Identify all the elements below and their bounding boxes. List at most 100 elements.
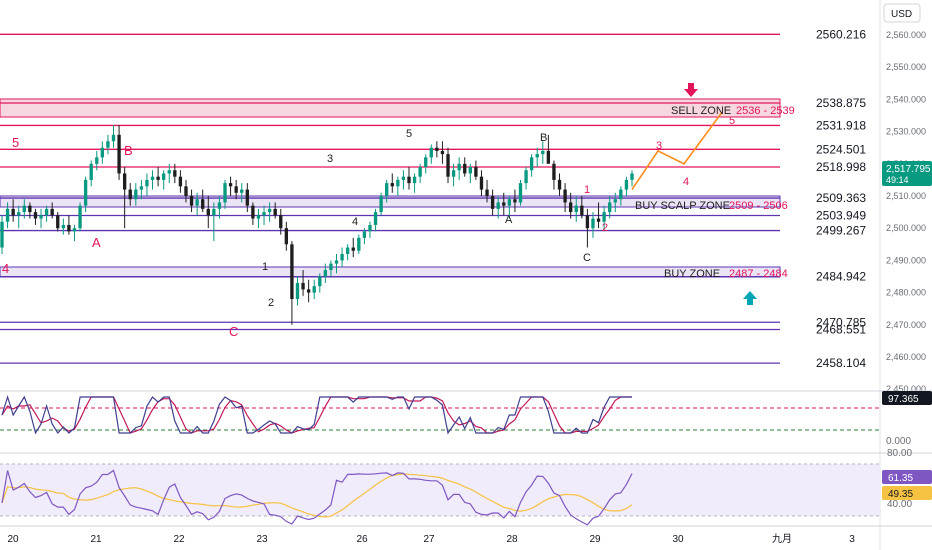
candle-body: [362, 231, 367, 238]
candle-body: [424, 157, 428, 168]
candle-body: [22, 205, 26, 213]
current-price-tag: [882, 161, 932, 186]
candle-body: [546, 150, 551, 164]
candle-body: [195, 199, 199, 206]
candle-body: [145, 179, 149, 187]
candle-body: [128, 189, 132, 200]
candle-body: [535, 154, 539, 158]
rsi-lower: 40.00: [887, 499, 912, 510]
candle-body: [156, 176, 160, 180]
candle-body: [78, 205, 82, 229]
level-value-red-4: 2518.998: [816, 160, 866, 174]
candlestick-series: [0, 125, 634, 325]
price-tick: 2,530.000: [886, 127, 926, 137]
rsi-ma-tag: [882, 486, 932, 500]
candle-body: [67, 224, 71, 232]
candle-body: [524, 170, 528, 184]
candle-body: [541, 150, 545, 155]
sell-zone-box[interactable]: [0, 98, 781, 118]
wave-label-C2: C: [583, 252, 591, 264]
buy-scalp-zone-box[interactable]: [0, 195, 781, 208]
candle-body: [11, 208, 15, 216]
candle-body: [624, 179, 629, 190]
wave-label-left-5: 5: [12, 135, 19, 150]
candle-body: [429, 147, 433, 158]
candle-body: [457, 163, 461, 171]
time-tick: 九月: [772, 533, 792, 545]
candle-body: [390, 183, 394, 187]
candle-body: [329, 263, 333, 271]
candle-body: [351, 247, 355, 251]
candle-body: [251, 205, 255, 219]
time-tick: 29: [589, 534, 601, 545]
level-value-red-2: 2531.918: [816, 118, 866, 132]
candle-body: [206, 208, 210, 216]
level-value-red-1: 2538.875: [816, 96, 866, 110]
price-tick: 2,510.000: [886, 191, 926, 201]
buy-scalp-zone-range: 2509 - 2506: [729, 200, 788, 212]
level-value-purple-3: 2484.942: [816, 270, 866, 284]
candle-body: [580, 205, 584, 216]
candle-body: [0, 221, 4, 248]
time-tick: 3: [849, 534, 855, 545]
candle-body: [608, 202, 612, 213]
price-tick: 2,480.000: [886, 288, 926, 298]
candle-body: [5, 208, 10, 222]
candle-body: [407, 176, 411, 184]
projection-label-4: 4: [683, 176, 689, 188]
rsi-upper: 80.00: [887, 448, 912, 459]
candle-body: [435, 147, 439, 151]
level-lines: [0, 33, 780, 364]
candle-body: [217, 202, 222, 209]
candle-body: [17, 212, 21, 216]
sell-arrow-icon: [684, 83, 698, 97]
time-tick: 30: [672, 534, 684, 545]
price-tick: 2,450.000: [886, 384, 926, 394]
candle-body: [451, 170, 456, 177]
candle-body: [552, 163, 556, 180]
sell-zone-range: 2536 - 2539: [736, 105, 795, 117]
candle-body: [591, 218, 595, 229]
candle-body: [189, 196, 194, 206]
candle-body: [100, 147, 105, 158]
rsi-value-tag: [882, 470, 932, 484]
candle-body: [323, 270, 328, 277]
projection-label-5: 5: [729, 115, 735, 127]
candle-body: [334, 260, 339, 264]
candle-body: [122, 173, 127, 190]
buy-zone-label: BUY ZONE: [664, 268, 720, 280]
candle-body: [574, 205, 578, 213]
buy-scalp-zone-label: BUY SCALP ZONE: [635, 200, 730, 212]
candle-body: [496, 202, 500, 209]
candle-body: [585, 215, 590, 229]
wave-label-B2: B: [540, 132, 547, 144]
currency-label: USD: [891, 9, 912, 20]
candle-body: [89, 163, 93, 180]
candle-body: [273, 208, 277, 216]
candle-body: [240, 189, 244, 193]
candle-body: [201, 199, 205, 209]
candle-body: [502, 202, 506, 206]
time-tick: 27: [423, 534, 435, 545]
candle-body: [446, 154, 450, 177]
candle-body: [513, 199, 517, 203]
wave-label-left-4: 4: [2, 261, 9, 276]
candle-body: [61, 224, 65, 229]
buy-zone-box[interactable]: [0, 266, 781, 278]
candle-body: [301, 282, 305, 290]
sell-zone-label: SELL ZONE: [671, 105, 731, 117]
candle-body: [563, 189, 567, 203]
projection-label-3: 3: [656, 140, 662, 152]
candle-body: [396, 179, 400, 187]
wave-label-A: A: [92, 235, 101, 250]
candle-body: [223, 183, 227, 203]
candle-body: [529, 157, 534, 171]
candle-body: [518, 183, 523, 203]
candle-body: [33, 212, 38, 219]
currency-badge[interactable]: [883, 3, 921, 23]
projection-path: [631, 111, 723, 191]
level-value-purple-6: 2458.104: [816, 356, 866, 370]
candle-body: [479, 176, 484, 190]
level-value-labels: 2560.216 2538.875 2531.918 2524.501 2518.998…: [816, 27, 866, 370]
